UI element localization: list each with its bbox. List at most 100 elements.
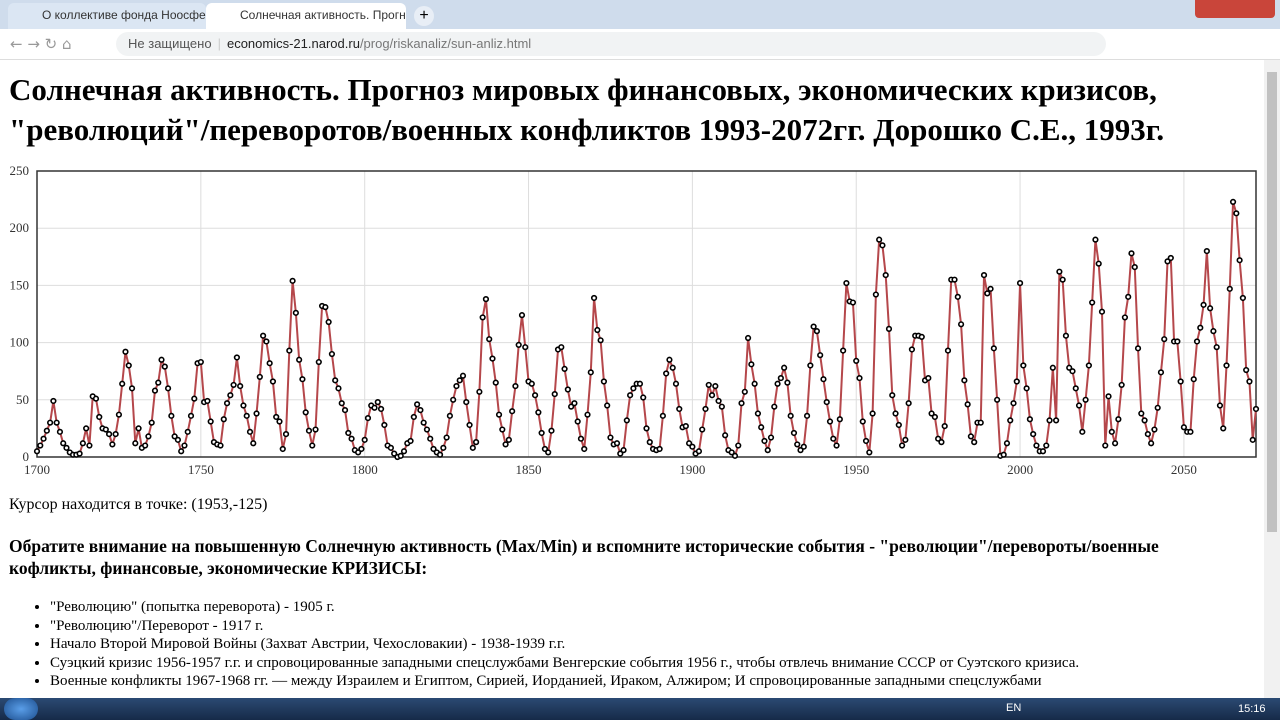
point [43, 427, 50, 434]
point [1092, 236, 1099, 243]
point [600, 378, 608, 385]
point [1229, 198, 1237, 205]
chart: 0 50 100 150 200 250 1700 1750 1800 1850 1900 1950 2… [10, 163, 1260, 477]
point [125, 362, 132, 369]
point [1138, 410, 1145, 417]
point [666, 356, 673, 363]
window-controls[interactable] [1195, 0, 1275, 18]
point [761, 437, 768, 445]
point [174, 436, 182, 443]
point [967, 433, 975, 440]
address-bar[interactable]: Не защищено | economics-21.narod.ru/prog/r… [116, 32, 1106, 56]
point [122, 348, 129, 355]
y-tick-label: 50 [16, 392, 29, 407]
y-tick-label: 0 [23, 449, 30, 464]
point [115, 411, 123, 418]
point [830, 435, 837, 442]
point [1144, 431, 1151, 438]
point [1131, 263, 1138, 271]
point [489, 355, 496, 362]
lang[interactable]: EN [1006, 702, 1022, 714]
point [872, 291, 879, 298]
point [417, 406, 424, 414]
point [391, 450, 398, 457]
point [260, 332, 267, 339]
point [807, 362, 814, 369]
clock[interactable]: 15:16 [1238, 703, 1266, 715]
point [853, 357, 860, 365]
point [1164, 258, 1171, 265]
y-tick-label: 250 [10, 163, 30, 178]
point [1141, 417, 1148, 424]
tab-title: О коллективе фонда Ноосфера [42, 8, 206, 22]
point [699, 426, 706, 433]
point [1203, 247, 1210, 255]
point [358, 445, 365, 453]
point [164, 385, 172, 392]
point [430, 445, 437, 453]
toolbar: ← → ↻ ⌂ Не защищено | economics-21.narod.r… [0, 29, 1280, 60]
point [355, 449, 362, 456]
point [456, 377, 463, 384]
heading: Солнечная активность. Прогноз мировых фи… [9, 70, 1164, 150]
point [1200, 301, 1207, 308]
nav-buttons[interactable]: ← → ↻ ⌂ [10, 35, 72, 53]
point [669, 364, 676, 371]
point [1111, 440, 1119, 447]
point [50, 397, 57, 405]
point [803, 412, 811, 419]
point [613, 440, 621, 447]
point [1197, 324, 1204, 331]
point [1249, 436, 1256, 443]
point [810, 323, 817, 330]
point [492, 379, 499, 386]
point [833, 442, 840, 449]
point [92, 395, 100, 402]
point [1157, 369, 1165, 376]
point [1072, 385, 1079, 392]
point [292, 309, 299, 316]
point [1210, 328, 1217, 335]
tab[interactable]: О коллективе фонда Ноосфера [8, 3, 206, 29]
point [1193, 338, 1201, 345]
start-button[interactable] [4, 698, 38, 720]
point [302, 409, 309, 416]
point [204, 397, 211, 405]
point [227, 392, 234, 399]
new-tab[interactable]: + [414, 6, 434, 26]
x-tick-label: 1900 [679, 462, 705, 477]
point [751, 380, 758, 387]
point [79, 440, 86, 447]
point [305, 427, 313, 434]
point [820, 376, 827, 383]
point [142, 442, 149, 449]
point [1220, 425, 1227, 432]
point [541, 445, 549, 453]
point [885, 325, 893, 332]
point [735, 442, 742, 449]
point [790, 429, 798, 437]
scroll-thumb[interactable] [1267, 72, 1277, 532]
point [856, 374, 863, 382]
point [132, 440, 139, 447]
point [977, 419, 984, 426]
point [964, 401, 971, 408]
event-item: "Революцию"/Переворот - 1917 г. [50, 617, 1079, 636]
point [587, 369, 594, 376]
point [463, 398, 470, 406]
y-tick-label: 200 [10, 220, 30, 235]
tab-active[interactable]: Солнечная активность. Прогноз [206, 3, 406, 29]
point [135, 425, 142, 432]
point [109, 441, 116, 448]
point [584, 411, 591, 418]
point [1190, 376, 1197, 383]
point [348, 435, 355, 442]
point [220, 416, 227, 423]
point [718, 403, 725, 410]
point [1079, 428, 1086, 435]
point [1125, 293, 1132, 300]
tab-strip: О коллективе фонда Ноосфера Солнечная ак… [0, 0, 1280, 29]
point [1039, 448, 1047, 455]
point [223, 400, 231, 407]
point [112, 431, 119, 438]
